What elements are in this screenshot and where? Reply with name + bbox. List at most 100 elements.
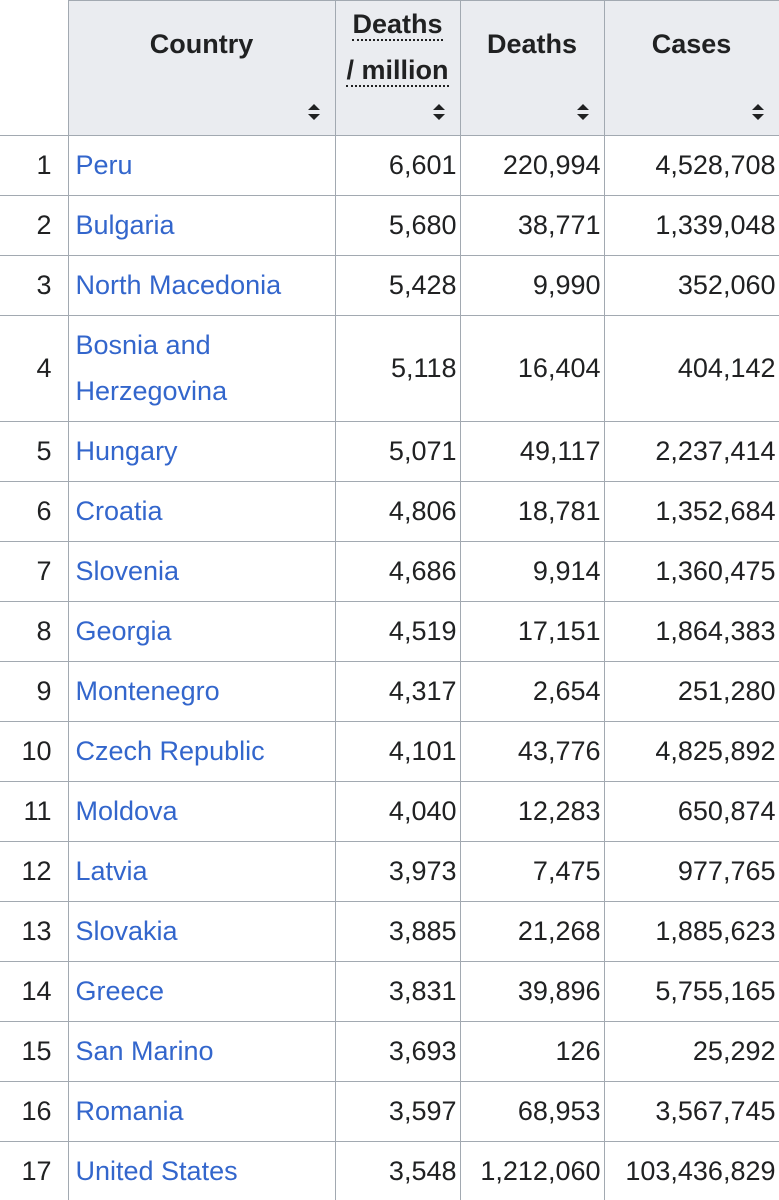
country-link[interactable]: Slovakia <box>75 916 178 946</box>
deaths-per-million-cell: 4,686 <box>334 541 461 602</box>
country-cell: Bosnia and Herzegovina <box>67 315 336 422</box>
country-cell: North Macedonia <box>67 255 336 316</box>
header-text: Cases <box>651 29 732 59</box>
deaths-per-million-cell: 4,519 <box>334 601 461 662</box>
cases-cell: 4,825,892 <box>603 721 779 782</box>
sort-icon[interactable] <box>432 103 446 121</box>
table-row: 12 Latvia 3,973 7,475 977,765 <box>0 841 779 902</box>
country-link[interactable]: Romania <box>75 1096 184 1126</box>
rank-cell: 13 <box>0 901 69 962</box>
header-text: Deaths <box>486 29 578 59</box>
deaths-per-million-cell: 6,601 <box>334 135 461 196</box>
country-link[interactable]: United States <box>75 1156 238 1186</box>
table-row: 4 Bosnia and Herzegovina 5,118 16,404 404,14… <box>0 315 779 422</box>
table-row: 15 San Marino 3,693 126 25,292 <box>0 1021 779 1082</box>
rank-cell: 14 <box>0 961 69 1022</box>
rank-cell: 6 <box>0 481 69 542</box>
deaths-per-million-cell: 4,101 <box>334 721 461 782</box>
country-link[interactable]: Moldova <box>75 796 178 826</box>
country-link[interactable]: Croatia <box>75 496 163 526</box>
country-cell: Bulgaria <box>67 195 336 256</box>
country-link[interactable]: Georgia <box>75 616 172 646</box>
table-row: 8 Georgia 4,519 17,151 1,864,383 <box>0 601 779 662</box>
country-cell: Montenegro <box>67 661 336 722</box>
country-link[interactable]: Peru <box>75 150 133 180</box>
country-cell: Latvia <box>67 841 336 902</box>
deaths-per-million-cell: 3,831 <box>334 961 461 1022</box>
deaths-cell: 2,654 <box>459 661 605 722</box>
country-link[interactable]: Greece <box>75 976 165 1006</box>
deaths-cell: 18,781 <box>459 481 605 542</box>
deaths-cell: 9,914 <box>459 541 605 602</box>
deaths-per-million-cell: 4,806 <box>334 481 461 542</box>
country-link[interactable]: Hungary <box>75 436 178 466</box>
country-link[interactable]: Slovenia <box>75 556 180 586</box>
cases-cell: 977,765 <box>603 841 779 902</box>
rank-cell: 15 <box>0 1021 69 1082</box>
cases-cell: 25,292 <box>603 1021 779 1082</box>
country-cell: San Marino <box>67 1021 336 1082</box>
country-link[interactable]: Montenegro <box>75 676 220 706</box>
table-body: 1 Peru 6,601 220,994 4,528,708 2 Bulgaria 5,680… <box>0 135 779 1200</box>
cases-cell: 1,360,475 <box>603 541 779 602</box>
table-row: 1 Peru 6,601 220,994 4,528,708 <box>0 135 779 196</box>
rank-cell: 5 <box>0 421 69 482</box>
table-row: 7 Slovenia 4,686 9,914 1,360,475 <box>0 541 779 602</box>
deaths-cell: 21,268 <box>459 901 605 962</box>
cases-cell: 4,528,708 <box>603 135 779 196</box>
table-row: 13 Slovakia 3,885 21,268 1,885,623 <box>0 901 779 962</box>
table-row: 14 Greece 3,831 39,896 5,755,165 <box>0 961 779 1022</box>
deaths-cell: 38,771 <box>459 195 605 256</box>
country-cell: Slovenia <box>67 541 336 602</box>
sort-icon[interactable] <box>307 103 321 121</box>
deaths-cell: 126 <box>459 1021 605 1082</box>
cases-cell: 3,567,745 <box>603 1081 779 1142</box>
cases-cell: 2,237,414 <box>603 421 779 482</box>
country-cell: Slovakia <box>67 901 336 962</box>
header-row: Country Deaths / million Deaths Cases <box>0 0 779 136</box>
table-row: 16 Romania 3,597 68,953 3,567,745 <box>0 1081 779 1142</box>
table-row: 6 Croatia 4,806 18,781 1,352,684 <box>0 481 779 542</box>
column-header[interactable]: Cases <box>603 0 779 136</box>
header-text: Country <box>149 29 254 59</box>
country-link[interactable]: Bosnia and Herzegovina <box>75 330 228 406</box>
deaths-cell: 49,117 <box>459 421 605 482</box>
column-header[interactable]: Deaths <box>459 0 605 136</box>
country-link[interactable]: Bulgaria <box>75 210 175 240</box>
country-link[interactable]: San Marino <box>75 1036 214 1066</box>
rank-cell: 10 <box>0 721 69 782</box>
rank-cell: 16 <box>0 1081 69 1142</box>
deaths-cell: 39,896 <box>459 961 605 1022</box>
cases-cell: 352,060 <box>603 255 779 316</box>
deaths-per-million-cell: 5,118 <box>334 315 461 422</box>
table-row: 11 Moldova 4,040 12,283 650,874 <box>0 781 779 842</box>
deaths-per-million-cell: 4,317 <box>334 661 461 722</box>
rank-cell: 3 <box>0 255 69 316</box>
country-link[interactable]: Latvia <box>75 856 148 886</box>
rank-cell: 7 <box>0 541 69 602</box>
table-row: 10 Czech Republic 4,101 43,776 4,825,892 <box>0 721 779 782</box>
country-cell: Moldova <box>67 781 336 842</box>
country-link[interactable]: Czech Republic <box>75 736 265 766</box>
deaths-per-million-cell: 3,548 <box>334 1141 461 1200</box>
table-row: 5 Hungary 5,071 49,117 2,237,414 <box>0 421 779 482</box>
sort-icon[interactable] <box>576 103 590 121</box>
cases-cell: 1,352,684 <box>603 481 779 542</box>
sort-arrows <box>432 104 445 120</box>
country-link[interactable]: North Macedonia <box>75 270 282 300</box>
column-header[interactable]: Deaths / million <box>334 0 461 136</box>
sort-icon[interactable] <box>751 103 765 121</box>
column-header[interactable]: Country <box>67 0 336 136</box>
deaths-cell: 1,212,060 <box>459 1141 605 1200</box>
table-row: 9 Montenegro 4,317 2,654 251,280 <box>0 661 779 722</box>
deaths-cell: 16,404 <box>459 315 605 422</box>
table-row: 17 United States 3,548 1,212,060 103,436,829 <box>0 1141 779 1200</box>
cases-cell: 404,142 <box>603 315 779 422</box>
country-cell: Georgia <box>67 601 336 662</box>
cases-cell: 251,280 <box>603 661 779 722</box>
rank-cell: 8 <box>0 601 69 662</box>
header-text: Deaths <box>352 9 443 41</box>
table-row: 3 North Macedonia 5,428 9,990 352,060 <box>0 255 779 316</box>
